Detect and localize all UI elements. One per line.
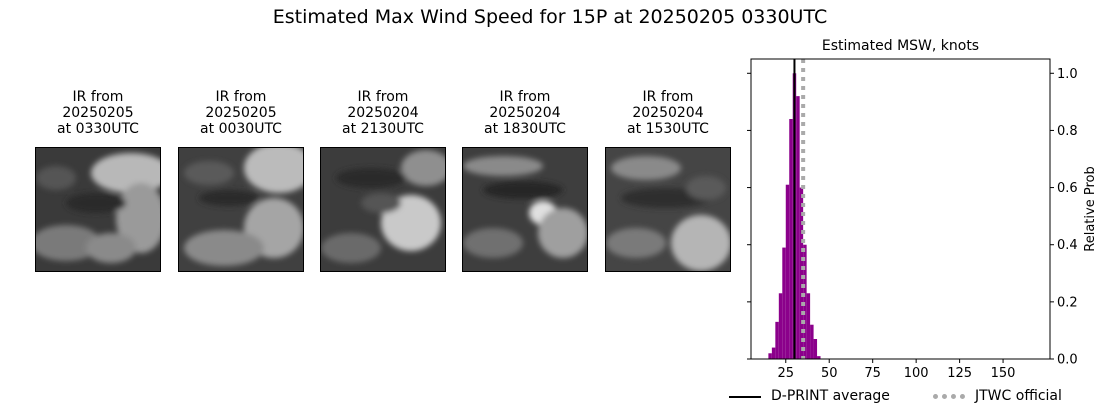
ir-satellite-image	[178, 147, 304, 272]
jtwc-legend-swatch	[933, 394, 965, 399]
histogram-bar	[817, 356, 821, 359]
histogram-bar	[803, 244, 807, 359]
ir-panel-2: IR from 20250205 at 0030UTC	[178, 89, 304, 272]
ir-satellite-image	[320, 147, 446, 272]
ir-panel-title: IR from 20250204 at 1830UTC	[484, 89, 566, 137]
plot-frame	[750, 58, 1051, 360]
axis-ticks: 25 50 75 100 125 150 0.0 0.2 0.4 0.6 0.8 1.0	[747, 67, 1078, 381]
histogram-bar	[768, 353, 772, 359]
x-tick-label: 100	[904, 366, 929, 381]
y-tick-label: 0.8	[1057, 124, 1078, 139]
y-tick-label: 0.0	[1057, 353, 1078, 368]
ir-satellite-image	[35, 147, 161, 272]
histogram-bar	[785, 184, 790, 359]
histogram-bar	[813, 339, 818, 359]
y-axis-label: Relative Prob	[1083, 166, 1098, 251]
ir-panel-5: IR from 20250204 at 1530UTC	[605, 89, 731, 272]
histogram-bar	[796, 96, 800, 360]
x-tick-label: 150	[991, 366, 1016, 381]
ir-panel-1: IR from 20250205 at 0330UTC	[35, 89, 161, 272]
histogram-bar	[782, 247, 786, 359]
histogram-bar	[810, 324, 814, 359]
histogram-bar	[778, 293, 783, 359]
figure-title: Estimated Max Wind Speed for 15P at 2025…	[272, 6, 828, 28]
ir-panel-title: IR from 20250204 at 2130UTC	[342, 89, 424, 137]
chart-legend: D-PRINT average JTWC official	[727, 386, 1087, 408]
ir-panel-3: IR from 20250204 at 2130UTC	[320, 89, 446, 272]
legend-label: JTWC official	[975, 388, 1062, 404]
histogram-bar	[799, 187, 804, 359]
x-tick-label: 75	[864, 366, 881, 381]
ir-panel-title: IR from 20250204 at 1530UTC	[627, 89, 709, 137]
chart-title: Estimated MSW, knots	[822, 38, 979, 54]
x-tick-label: 50	[821, 366, 838, 381]
y-tick-label: 0.2	[1057, 295, 1078, 310]
histogram-bar	[771, 347, 776, 359]
ir-panel-title: IR from 20250205 at 0330UTC	[57, 89, 139, 137]
ir-satellite-image	[605, 147, 731, 272]
y-tick-label: 0.6	[1057, 181, 1078, 196]
y-tick-label: 0.4	[1057, 238, 1078, 253]
histogram-bar	[806, 293, 811, 359]
ir-satellite-image	[462, 147, 588, 272]
legend-label: D-PRINT average	[771, 388, 890, 404]
x-tick-label: 125	[947, 366, 972, 381]
d-print-legend-swatch	[729, 396, 761, 398]
x-tick-label: 25	[777, 366, 794, 381]
histogram-bar	[775, 321, 779, 359]
ir-panel-4: IR from 20250204 at 1830UTC	[462, 89, 588, 272]
histogram-bar	[789, 119, 793, 359]
y-tick-label: 1.0	[1057, 67, 1078, 82]
ir-panel-title: IR from 20250205 at 0030UTC	[200, 89, 282, 137]
